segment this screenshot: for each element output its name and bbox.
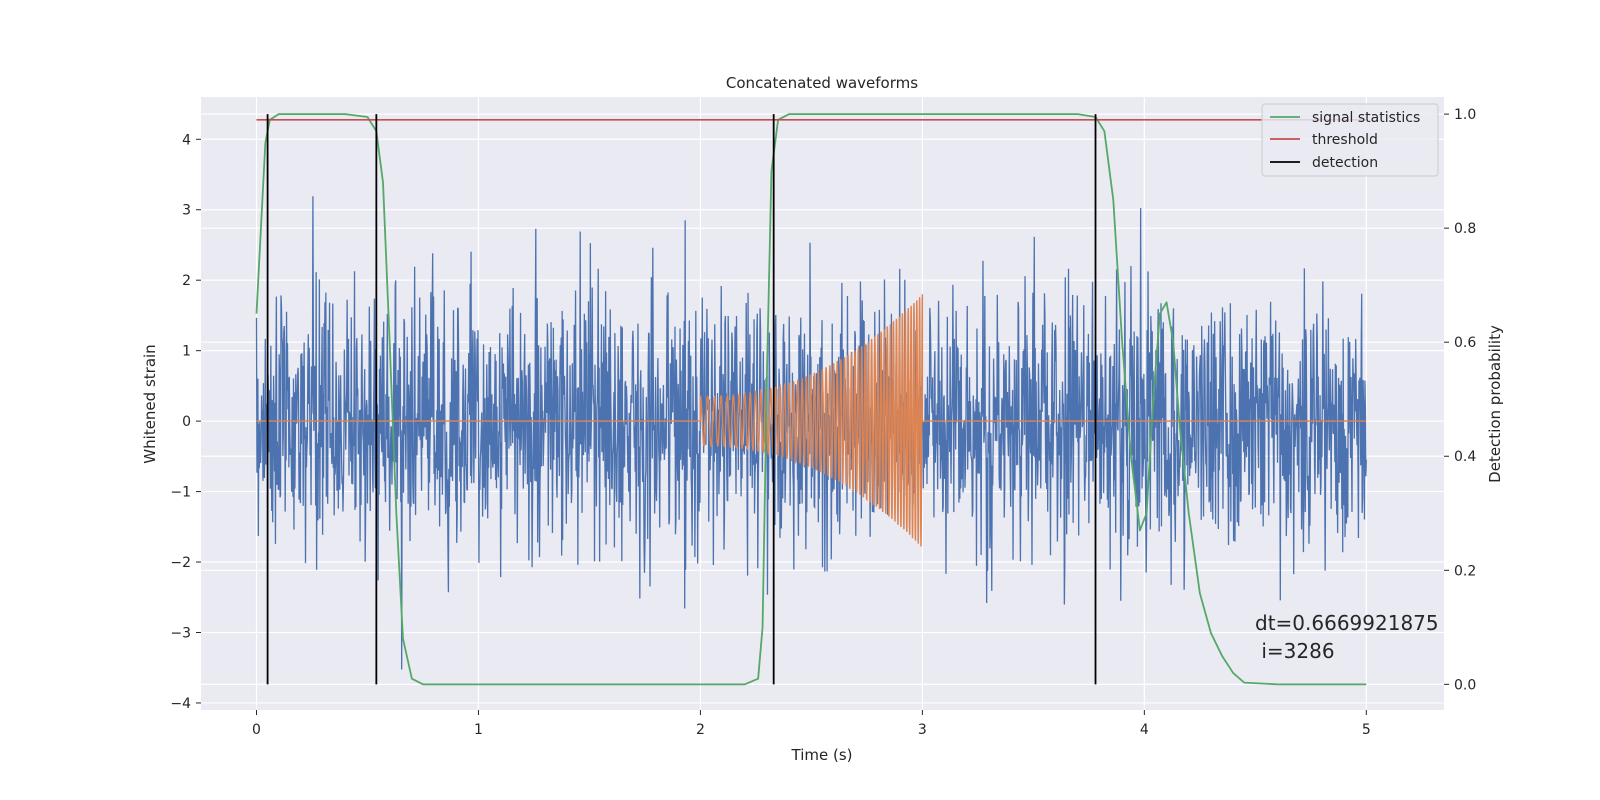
annotation-i: i=3286 [1255,639,1335,663]
x-tick-label: 1 [474,722,483,738]
y-tick-label: 2 [182,273,191,289]
x-axis-title: Time (s) [791,746,853,764]
chirp-series [256,294,1367,547]
legend: signal statistics threshold detection [1261,103,1439,177]
legend-label-detection: detection [1312,155,1378,171]
y-tick-label: 3 [182,203,191,219]
series-layer [255,113,1367,686]
x-tick-label: 0 [252,722,261,738]
y-tick-label: 4 [182,132,191,148]
y-right-tick-label: 0.0 [1454,677,1476,693]
y-right-tick-label: 0.8 [1454,221,1476,237]
legend-box [1261,103,1439,177]
x-tick-label: 3 [918,722,927,738]
legend-label-threshold: threshold [1312,132,1378,148]
x-tick-label: 2 [696,722,705,738]
y-axis-title: Whitened strain [141,344,159,463]
y-right-tick-label: 0.2 [1454,563,1476,579]
y-tick-label: 0 [182,414,191,430]
x-tick-label: 5 [1362,722,1371,738]
chirp-line [256,294,1367,547]
y-right-tick-label: 1.0 [1454,107,1476,123]
y-tick-label: −4 [170,696,191,712]
noise-series [255,196,1367,670]
ticks: 0 1 2 3 4 5 −4 −3 −2 −1 0 1 2 3 4 0.0 0.2 0.4 0.6 0.8 1.0 [170,107,1476,738]
y-tick-label: −2 [170,555,191,571]
y-tick-label: −3 [170,625,191,641]
annotation-dt: dt=0.6669921875 [1255,611,1439,635]
x-tick-label: 4 [1140,722,1149,738]
y-right-tick-label: 0.4 [1454,449,1476,465]
y-tick-label: 1 [182,344,191,360]
chart-title: Concatenated waveforms [726,74,918,92]
y-right-tick-label: 0.6 [1454,335,1476,351]
noise-line [255,196,1367,670]
legend-label-signal-statistics: signal statistics [1312,110,1420,126]
y-axis-right-title: Detection probability [1486,325,1504,483]
y-tick-label: −1 [170,485,191,501]
